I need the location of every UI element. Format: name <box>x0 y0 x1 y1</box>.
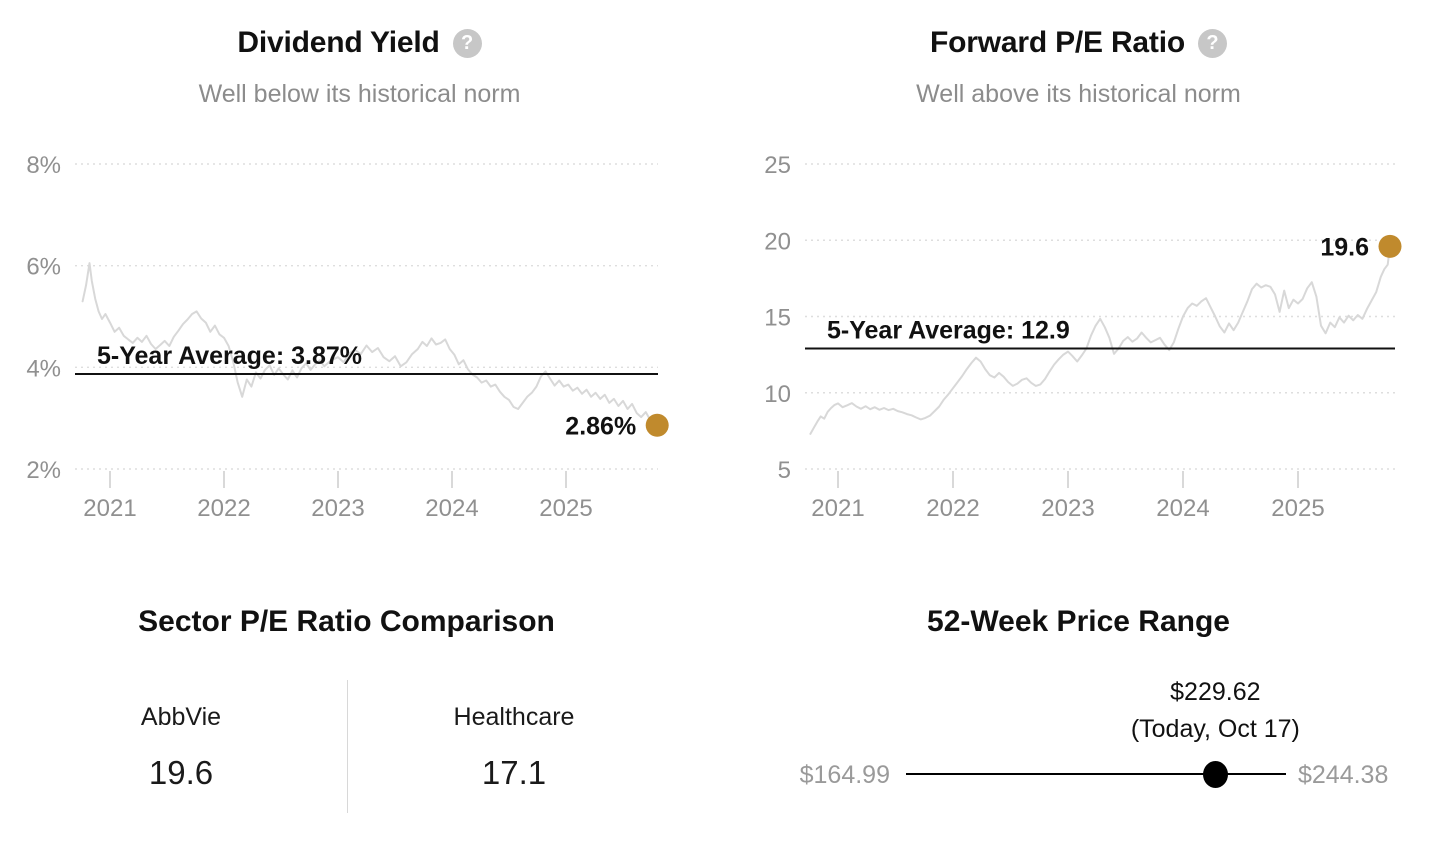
y-axis-tick-label: 5 <box>778 457 791 484</box>
x-axis-tick-label: 2025 <box>539 495 592 522</box>
x-axis-tick-label: 2024 <box>425 495 478 522</box>
y-axis-tick-label: 4% <box>26 355 61 382</box>
y-axis-tick-label: 20 <box>764 228 791 255</box>
current-price-label: $229.62 (Today, Oct 17) <box>1055 674 1375 748</box>
help-icon[interactable]: ? <box>452 28 482 58</box>
y-axis-tick-label: 10 <box>764 381 791 408</box>
x-axis-tick-label: 2025 <box>1271 495 1324 522</box>
current-value-dot <box>645 413 669 437</box>
series-line <box>81 262 659 427</box>
chart-subtitle: Well above its historical norm <box>916 80 1241 108</box>
forward-pe-chart-card: Forward P/E Ratio ? Well above its histo… <box>719 0 1438 560</box>
sector-column-value: 17.1 <box>481 754 547 791</box>
x-axis-tick-label: 2022 <box>926 495 979 522</box>
x-axis-tick-label: 2022 <box>197 495 250 522</box>
current-price-date: (Today, Oct 17) <box>1130 715 1300 743</box>
sector-pe-comparison-panel: Sector P/E Ratio Comparison AbbVie 19.6 … <box>0 598 719 846</box>
current-price-dot <box>1202 761 1228 788</box>
current-value-label: 19.6 <box>1320 233 1369 261</box>
x-axis-tick-label: 2023 <box>1041 495 1094 522</box>
panel-title: 52-Week Price Range <box>927 605 1230 638</box>
series-line <box>809 245 1391 435</box>
y-axis-tick-label: 8% <box>26 152 61 179</box>
sector-column-label: AbbVie <box>140 703 222 731</box>
sector-column-value: 19.6 <box>148 754 214 791</box>
help-icon[interactable]: ? <box>1197 28 1227 58</box>
panel-title: Sector P/E Ratio Comparison <box>138 605 555 638</box>
vertical-divider <box>347 680 348 813</box>
average-label: 5-Year Average: 12.9 <box>827 317 1070 345</box>
chart-header: Dividend Yield ? <box>0 24 719 62</box>
price-range-panel: 52-Week Price Range $229.62 (Today, Oct … <box>719 598 1438 846</box>
current-value-dot <box>1378 234 1402 258</box>
chart-header: Forward P/E Ratio ? <box>719 24 1438 62</box>
chart-subtitle: Well below its historical norm <box>198 80 521 108</box>
y-axis-tick-label: 2% <box>26 457 61 484</box>
chart-title: Forward P/E Ratio <box>930 26 1185 59</box>
x-axis-tick-label: 2021 <box>83 495 136 522</box>
y-axis-tick-label: 15 <box>764 305 791 332</box>
average-label: 5-Year Average: 3.87% <box>97 342 362 370</box>
range-min-label: $164.99 <box>799 761 890 789</box>
y-axis-tick-label: 25 <box>764 152 791 179</box>
x-axis-tick-label: 2021 <box>811 495 864 522</box>
current-price: $229.62 <box>1170 678 1261 706</box>
dividend-yield-chart: 8% 6% 4% 2% 2021 2022 2023 2024 2025 5-Year Avera… <box>26 152 669 522</box>
x-axis-tick-label: 2023 <box>311 495 364 522</box>
chart-title: Dividend Yield <box>237 26 440 59</box>
range-max-label: $244.38 <box>1298 761 1389 789</box>
dividend-yield-chart-card: Dividend Yield ? Well below its historic… <box>0 0 719 560</box>
forward-pe-chart: 25 20 15 10 5 2021 2022 2023 2024 2025 5-Year Aver… <box>764 152 1402 522</box>
x-axis-tick-label: 2024 <box>1156 495 1209 522</box>
current-value-label: 2.86% <box>565 412 636 440</box>
y-axis-tick-label: 6% <box>26 254 61 281</box>
range-track <box>906 773 1286 775</box>
sector-column-label: Healthcare <box>453 703 575 731</box>
